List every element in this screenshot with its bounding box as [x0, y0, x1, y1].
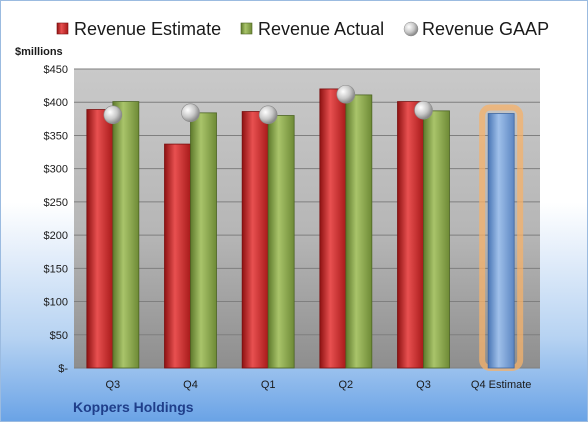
plot-area — [74, 69, 540, 368]
x-axis-ticks: Q3 Q4 Q1 Q2 Q3 Q4 Estimate — [105, 379, 531, 391]
legend-entry: Revenue Estimate — [74, 19, 221, 39]
y-tick-label: $200 — [44, 230, 68, 242]
y-tick-label: $400 — [44, 97, 68, 109]
x-tick-label: Q1 — [261, 379, 276, 391]
y-tick-label: $250 — [44, 197, 68, 209]
y-tick-label: $150 — [44, 263, 68, 275]
legend-swatch — [240, 22, 253, 35]
marker-revenue-gaap — [258, 105, 278, 125]
legend-swatch — [56, 22, 69, 35]
bar-revenue-estimate — [319, 88, 347, 369]
bar-revenue-estimate — [86, 109, 114, 369]
y-axis-ticks: $- $50 $100 $150 $200 $250 $300 $350 $400 $450 — [44, 64, 69, 375]
x-tick-label: Q4 Estimate — [471, 379, 532, 391]
y-tick-label: $450 — [44, 64, 68, 76]
legend-entry: Revenue GAAP — [422, 19, 549, 39]
legend: Revenue Estimate Revenue Actual Revenue GA… — [56, 19, 549, 39]
marker-revenue-gaap — [336, 84, 356, 104]
y-tick-label: $300 — [44, 164, 68, 176]
bar-revenue-estimate — [241, 111, 269, 369]
bar-revenue-actual — [112, 101, 140, 369]
y-tick-label: $- — [58, 363, 68, 375]
bars — [86, 84, 524, 371]
bar-revenue-actual — [267, 115, 295, 369]
x-tick-label: Q2 — [338, 379, 353, 391]
y-axis-unit-label: $millions — [15, 46, 63, 58]
gridlines — [74, 68, 540, 369]
bar-revenue-estimate — [397, 101, 424, 369]
bar-revenue-actual-forecast — [487, 113, 515, 369]
bar-revenue-actual — [423, 110, 450, 369]
marker-revenue-gaap — [103, 105, 123, 125]
y-tick-label: $50 — [50, 330, 68, 342]
x-tick-label: Q3 — [105, 379, 120, 391]
y-tick-label: $100 — [44, 297, 68, 309]
x-tick-label: Q4 — [183, 379, 198, 391]
y-tick-label: $350 — [44, 130, 68, 142]
bar-revenue-actual — [190, 112, 217, 369]
legend-swatch — [403, 21, 419, 37]
marker-revenue-gaap — [181, 103, 200, 123]
bar-revenue-actual — [345, 94, 373, 369]
marker-revenue-gaap — [414, 100, 433, 120]
company-name: Koppers Holdings — [73, 399, 194, 415]
legend-entry: Revenue Actual — [258, 19, 384, 39]
bar-revenue-estimate — [164, 143, 191, 369]
x-tick-label: Q3 — [416, 379, 431, 391]
